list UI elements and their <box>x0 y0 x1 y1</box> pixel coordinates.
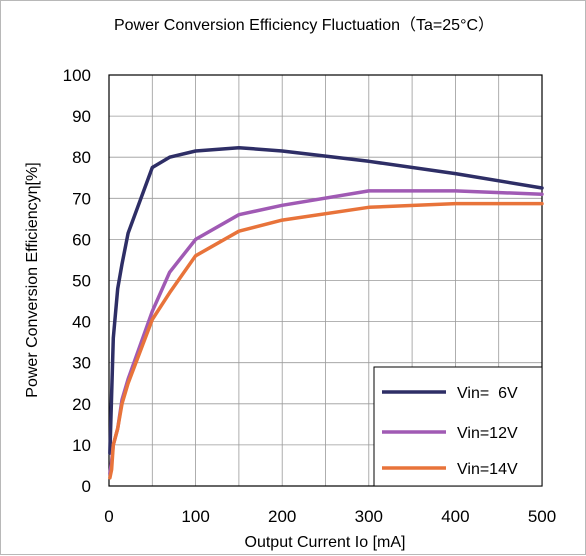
y-axis-ticks: 0 10 20 30 40 50 60 70 80 90 100 <box>63 66 91 496</box>
legend-box <box>373 366 543 487</box>
y-tick-label: 90 <box>72 107 91 126</box>
x-tick-label: 300 <box>355 507 383 526</box>
y-tick-label: 50 <box>72 272 91 291</box>
x-tick-label: 100 <box>181 507 209 526</box>
x-axis-ticks: 0 100 200 300 400 500 <box>104 507 556 526</box>
series-line-3 <box>108 201 544 480</box>
y-tick-label: 60 <box>72 230 91 249</box>
chart-title: Power Conversion Efficiency Fluctuation（… <box>114 16 494 34</box>
x-tick-label: 200 <box>268 507 296 526</box>
x-tick-label: 400 <box>441 507 469 526</box>
legend-label-1: Vin= 6V <box>457 385 518 402</box>
x-tick-label: 500 <box>528 507 556 526</box>
legend[interactable]: Vin= 6V Vin=12V Vin=14V <box>373 366 543 487</box>
y-tick-label: 100 <box>63 66 91 85</box>
plot-area <box>108 74 543 487</box>
series-line-1 <box>108 145 544 455</box>
y-axis-title: Power Conversion Efficiencyη[%] <box>24 162 41 397</box>
x-axis-title: Output Current Io [mA] <box>245 534 406 551</box>
y-tick-label: 30 <box>72 354 91 373</box>
y-tick-label: 10 <box>72 436 91 455</box>
y-tick-label: 40 <box>72 313 91 332</box>
series-layer <box>108 145 544 480</box>
y-tick-label: 20 <box>72 395 91 414</box>
y-tick-label: 70 <box>72 189 91 208</box>
legend-label-2: Vin=12V <box>457 425 518 442</box>
y-tick-label: 80 <box>72 148 91 167</box>
y-tick-label: 0 <box>82 477 91 496</box>
legend-label-3: Vin=14V <box>457 461 518 478</box>
x-tick-label: 0 <box>104 507 113 526</box>
